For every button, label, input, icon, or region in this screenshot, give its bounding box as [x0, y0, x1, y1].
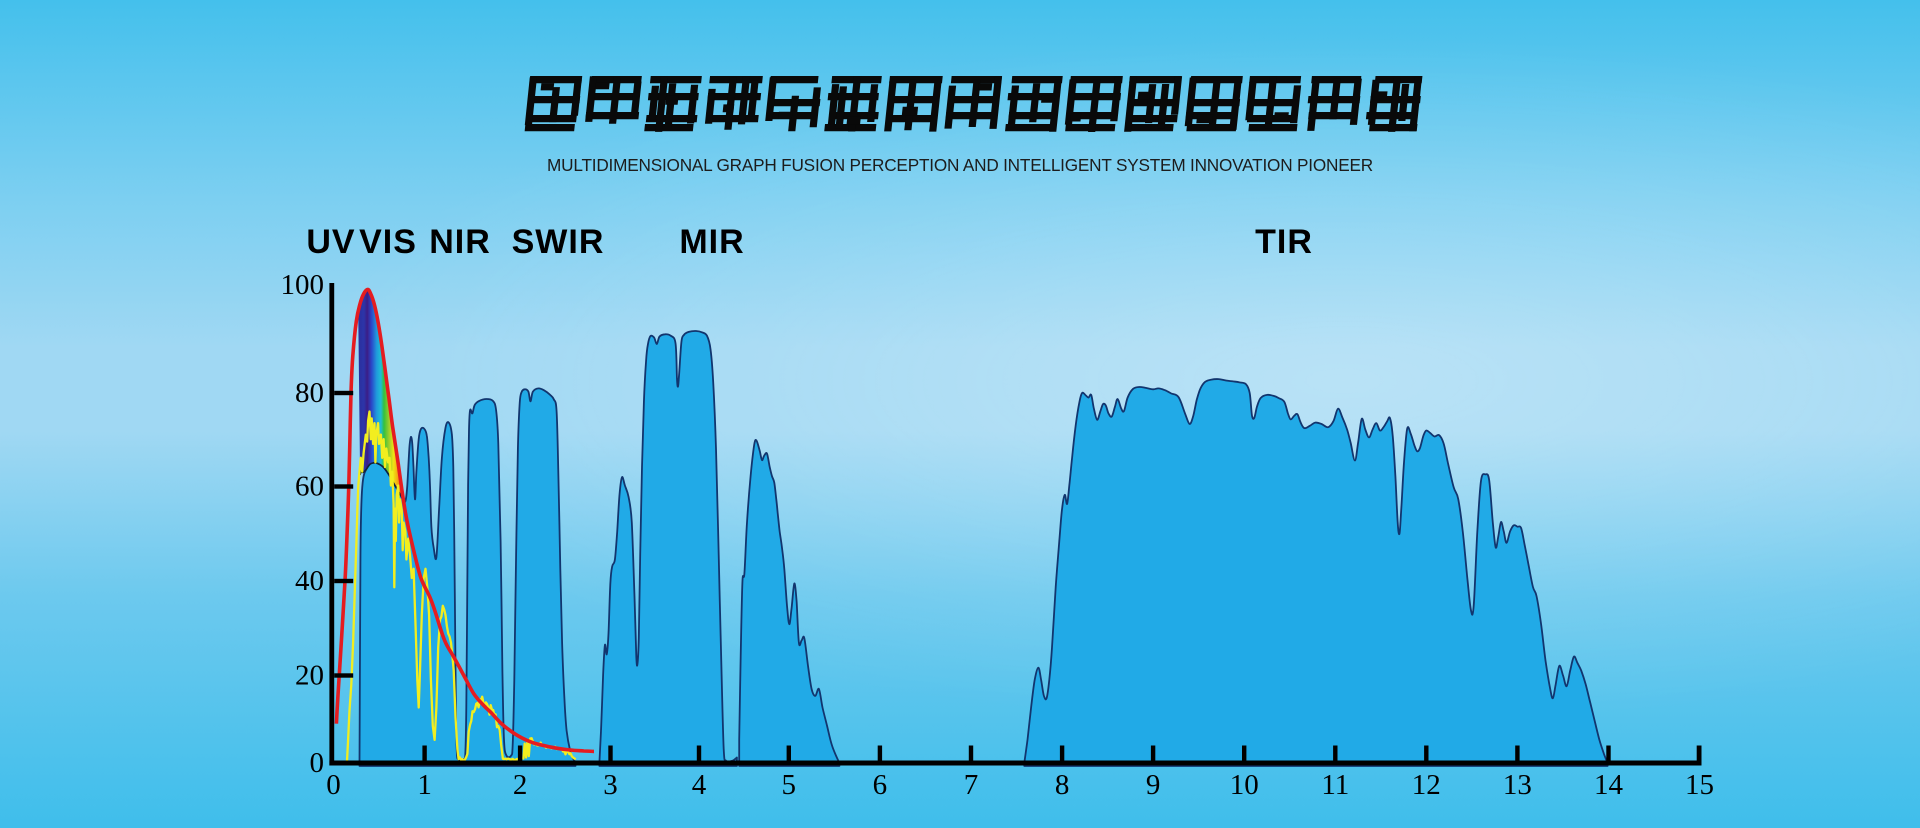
svg-text:5: 5: [782, 769, 797, 801]
svg-text:0: 0: [310, 747, 325, 779]
svg-text:11: 11: [1321, 769, 1349, 801]
svg-text:MULTIDIMENSIONAL GRAPH FUSION: MULTIDIMENSIONAL GRAPH FUSION PERCEPTION…: [547, 155, 1373, 175]
svg-text:2: 2: [513, 769, 528, 801]
svg-text:UV: UV: [306, 223, 355, 261]
svg-text:TIR: TIR: [1255, 223, 1313, 261]
svg-text:NIR: NIR: [429, 223, 491, 261]
svg-text:100: 100: [281, 269, 325, 301]
svg-text:MIR: MIR: [679, 223, 744, 261]
svg-text:0: 0: [326, 769, 341, 801]
svg-text:7: 7: [964, 769, 979, 801]
svg-text:20: 20: [295, 660, 324, 692]
svg-text:15: 15: [1685, 769, 1714, 801]
svg-text:VIS: VIS: [359, 223, 417, 261]
svg-text:60: 60: [295, 471, 324, 503]
svg-text:10: 10: [1230, 769, 1259, 801]
svg-text:SWIR: SWIR: [512, 223, 605, 261]
svg-text:80: 80: [295, 377, 324, 409]
svg-text:12: 12: [1412, 769, 1441, 801]
svg-text:6: 6: [873, 769, 888, 801]
svg-text:9: 9: [1146, 769, 1161, 801]
svg-text:14: 14: [1594, 769, 1624, 801]
svg-text:1: 1: [417, 769, 432, 801]
svg-text:8: 8: [1055, 769, 1070, 801]
svg-text:4: 4: [692, 769, 707, 801]
svg-text:3: 3: [603, 769, 618, 801]
svg-text:40: 40: [295, 565, 324, 597]
svg-text:13: 13: [1503, 769, 1532, 801]
